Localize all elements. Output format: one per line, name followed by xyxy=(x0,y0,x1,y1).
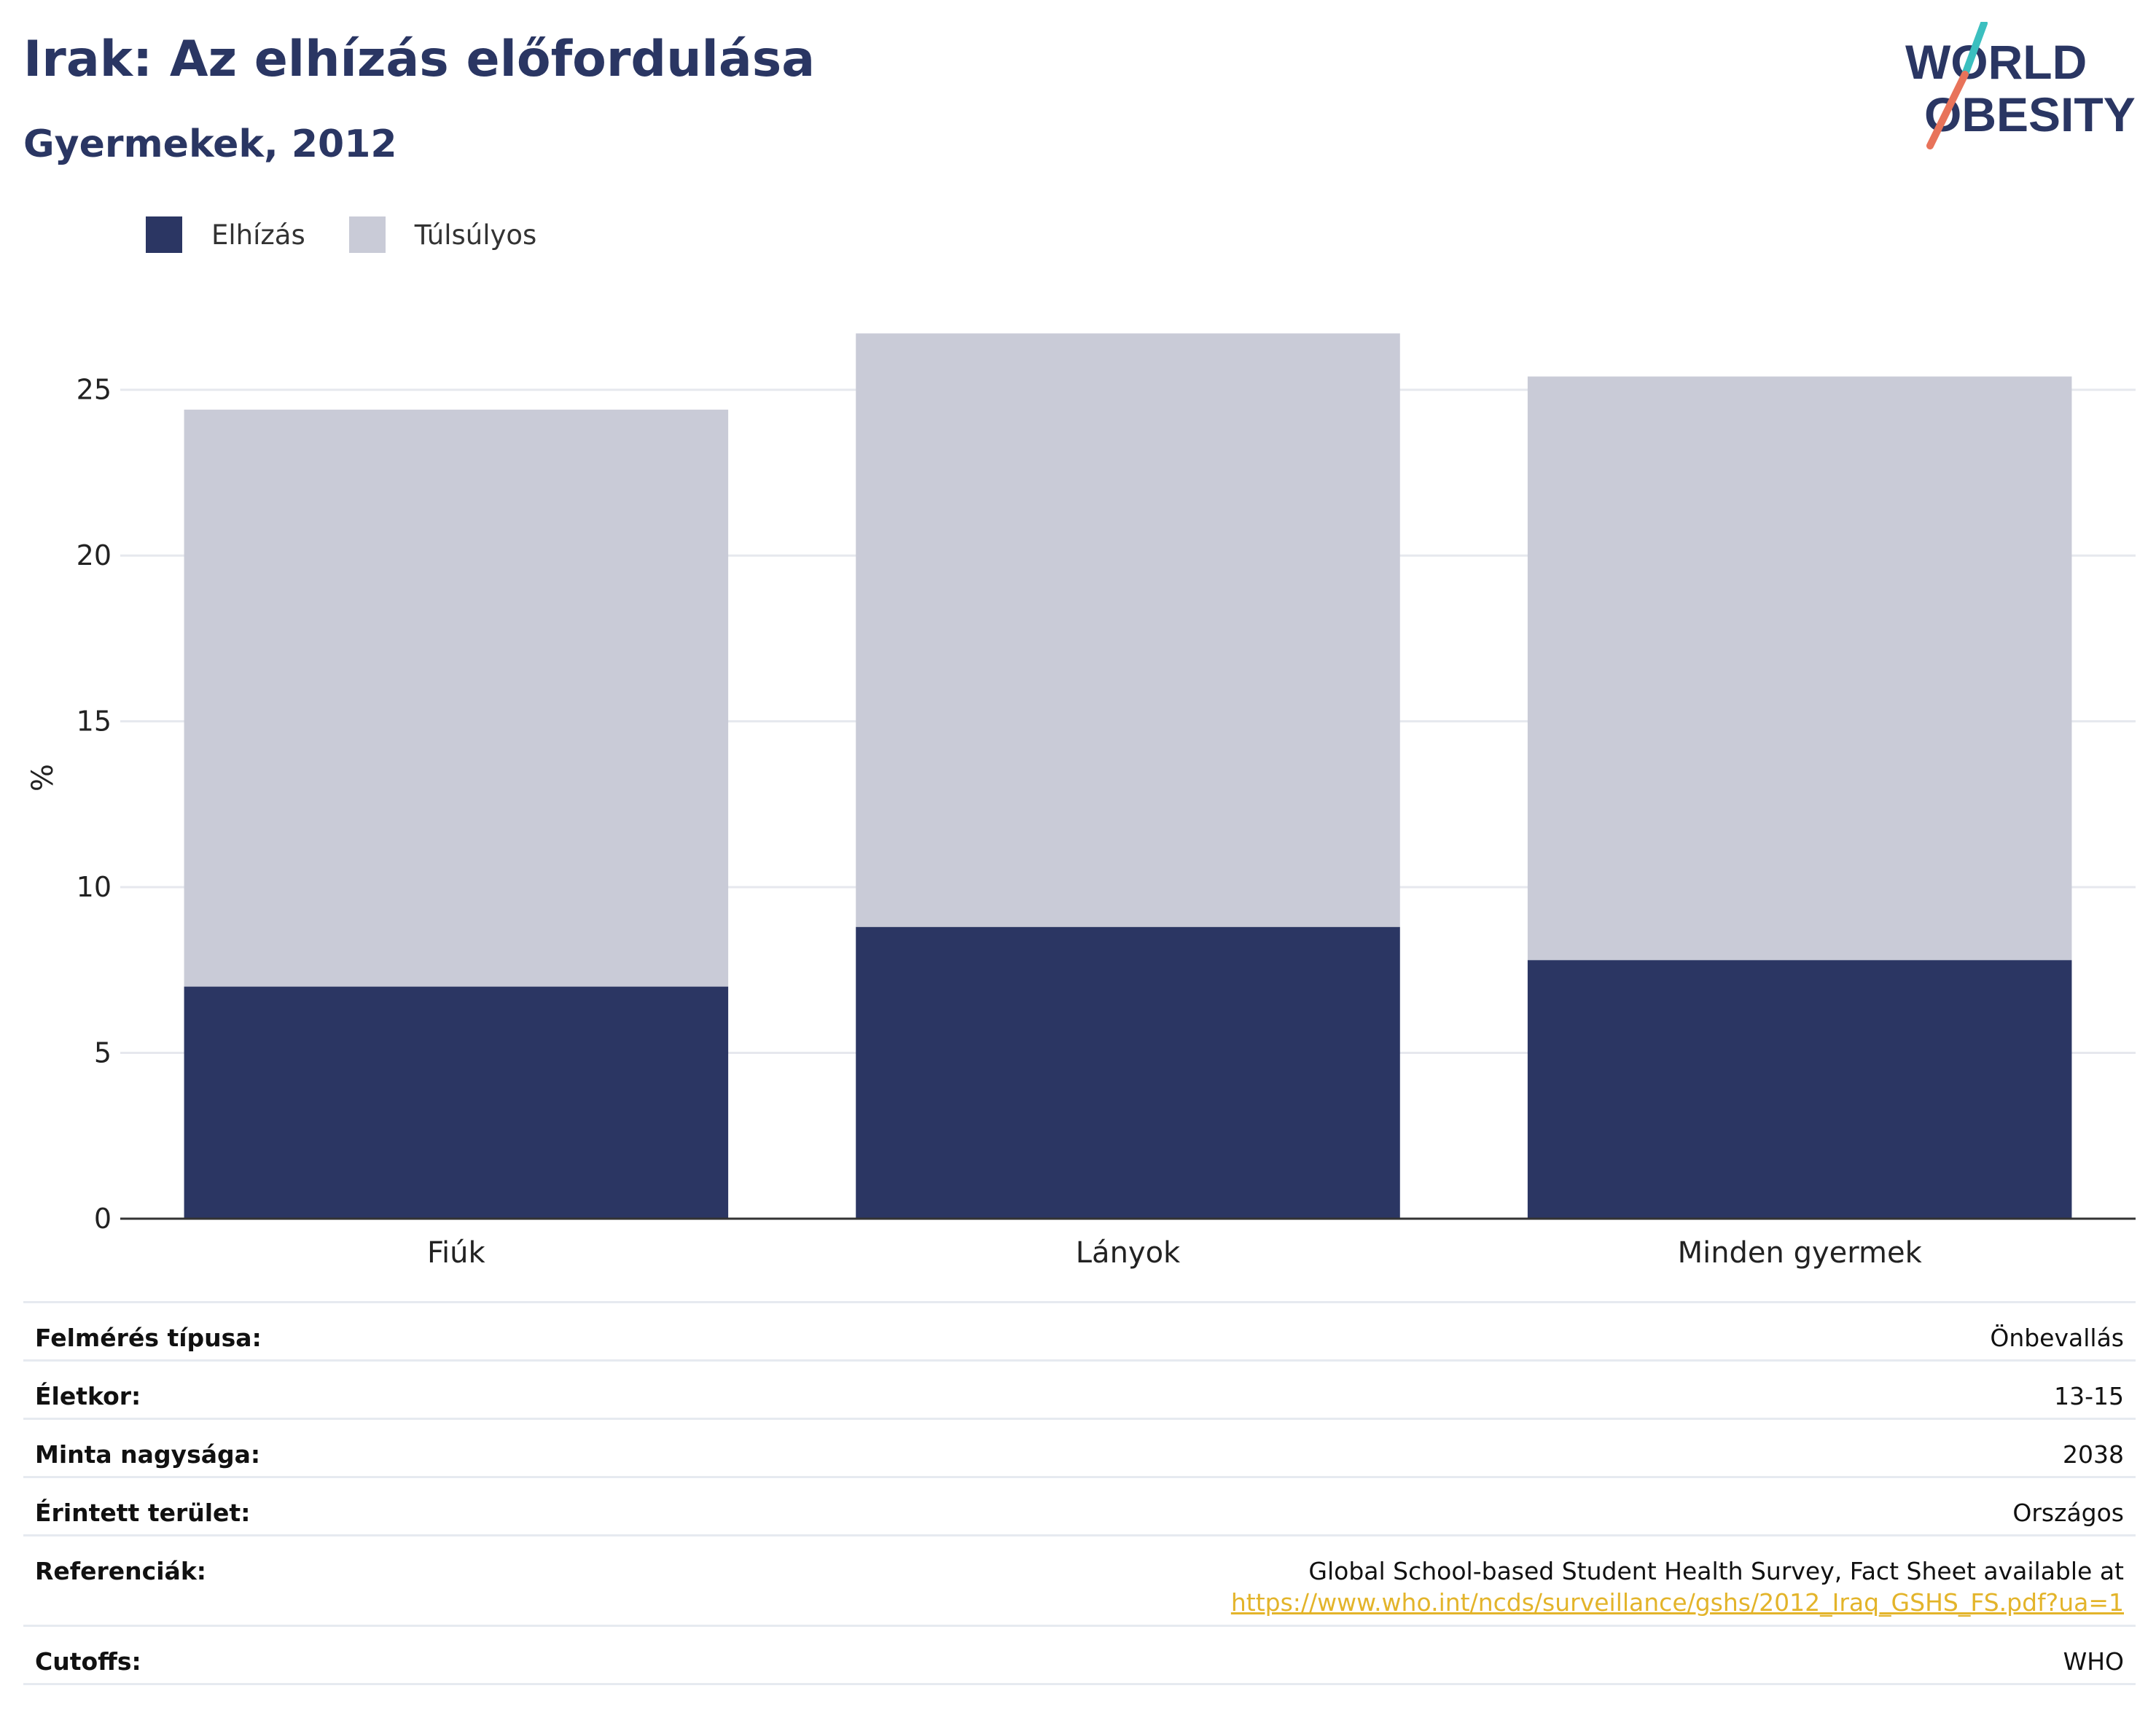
meta-row-cutoffs: Cutoffs: WHO xyxy=(23,1625,2136,1685)
meta-row-area: Érintett terület: Országos xyxy=(23,1476,2136,1536)
meta-label-survey-type: Felmérés típusa: xyxy=(23,1301,476,1361)
legend-label-overweight: Túlsúlyos xyxy=(414,219,537,251)
chart-title: Irak: Az elhízás előfordulása xyxy=(23,31,816,88)
x-tick-label: Lányok xyxy=(1076,1236,1181,1270)
y-tick-label: 5 xyxy=(94,1037,112,1069)
meta-label-sample-size: Minta nagysága: xyxy=(23,1418,476,1477)
meta-label-area: Érintett terület: xyxy=(23,1476,476,1536)
references-text: Global School-based Student Health Surve… xyxy=(1308,1557,2124,1585)
y-tick-label: 25 xyxy=(77,374,112,406)
meta-value-age: 13-15 xyxy=(475,1359,2136,1419)
meta-row-survey-type: Felmérés típusa: Önbevallás xyxy=(23,1301,2136,1361)
survey-metadata-table: Felmérés típusa: Önbevallás Életkor: 13-… xyxy=(23,1301,2136,1685)
legend-swatch-overweight xyxy=(348,216,386,253)
bar-obesity xyxy=(856,926,1400,1219)
legend-item-overweight[interactable]: Túlsúlyos xyxy=(348,216,537,253)
y-tick-label: 10 xyxy=(77,871,112,903)
stacked-bar-chart: 0 5 10 15 20 25% Fiúk Lányok Minden gyermek xyxy=(26,333,2136,1270)
meta-row-age: Életkor: 13-15 xyxy=(23,1359,2136,1419)
legend-item-obesity[interactable]: Elhízás xyxy=(146,216,305,253)
x-tick-label: Minden gyermek xyxy=(1678,1236,1923,1270)
svg-text:WORLD: WORLD xyxy=(1905,35,2087,89)
world-obesity-logo: WORLD OBESITY xyxy=(1905,22,2136,149)
legend-swatch-obesity xyxy=(146,216,182,253)
meta-value-survey-type: Önbevallás xyxy=(475,1301,2136,1361)
meta-value-area: Országos xyxy=(475,1476,2136,1536)
meta-value-sample-size: 2038 xyxy=(475,1418,2136,1477)
meta-label-cutoffs: Cutoffs: xyxy=(23,1625,476,1685)
y-tick-label: 20 xyxy=(77,539,112,571)
y-tick-label: 15 xyxy=(77,706,112,738)
y-axis-label: % xyxy=(26,764,60,792)
svg-text:OBESITY: OBESITY xyxy=(1924,87,2136,141)
meta-value-references: Global School-based Student Health Surve… xyxy=(475,1534,2136,1626)
meta-label-references: Referenciák: xyxy=(23,1534,476,1626)
bar-overweight xyxy=(184,410,729,987)
chart-subtitle: Gyermekek, 2012 xyxy=(23,122,397,166)
bar-obesity xyxy=(1527,960,2072,1219)
legend-label-obesity: Elhízás xyxy=(211,219,305,251)
references-link[interactable]: https://www.who.int/ncds/surveillance/gs… xyxy=(1230,1588,2124,1617)
meta-row-references: Referenciák: Global School-based Student… xyxy=(23,1534,2136,1626)
meta-value-cutoffs: WHO xyxy=(475,1625,2136,1685)
bar-overweight xyxy=(1527,376,2072,961)
chart-legend: Elhízás Túlsúlyos xyxy=(146,213,580,257)
y-tick-label: 0 xyxy=(94,1203,112,1235)
x-tick-label: Fiúk xyxy=(427,1236,486,1270)
meta-label-age: Életkor: xyxy=(23,1359,476,1419)
bar-obesity xyxy=(184,986,729,1219)
meta-row-sample-size: Minta nagysága: 2038 xyxy=(23,1418,2136,1477)
bar-overweight xyxy=(856,333,1400,927)
